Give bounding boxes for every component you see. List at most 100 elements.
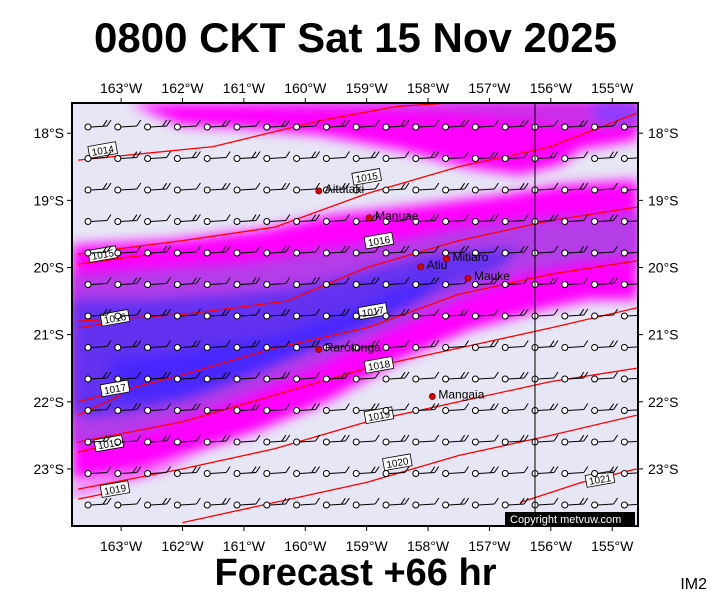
barb-station	[561, 375, 569, 383]
barb-station	[293, 281, 301, 288]
barb-station	[442, 186, 450, 194]
barb-flag	[493, 245, 499, 253]
barb-flag	[106, 182, 112, 190]
wind-barb	[322, 119, 350, 131]
lon-tick-bottom: 156°W	[530, 538, 573, 554]
barb-station	[471, 218, 479, 225]
wind-barb	[352, 497, 380, 509]
barb-station	[144, 501, 152, 509]
wind-barb	[501, 182, 529, 194]
barb-staff	[508, 472, 525, 474]
wind-barb	[203, 466, 231, 477]
barb-flag	[583, 371, 589, 379]
barb-staff	[388, 314, 406, 317]
town-label: Mitiaro	[452, 250, 488, 264]
barb-station	[501, 375, 509, 383]
barb-station	[144, 249, 152, 257]
barb-station	[352, 501, 360, 509]
barb-flag	[613, 403, 619, 410]
wind-barb	[203, 277, 231, 288]
wind-barb	[382, 214, 410, 225]
wind-barb	[412, 214, 440, 225]
town-marker	[428, 393, 436, 400]
barb-station	[471, 438, 479, 446]
isobar-label-box	[382, 453, 413, 472]
barb-flag	[643, 372, 647, 378]
barb-flag	[404, 340, 410, 347]
barb-station	[442, 218, 450, 225]
barb-staff	[210, 503, 227, 506]
isobar-line	[77, 260, 637, 403]
barb-flag	[430, 403, 436, 410]
barb-flag	[136, 340, 142, 347]
isobar-label-text: 1020	[386, 456, 410, 471]
wind-barb	[263, 245, 291, 257]
barb-flag	[523, 245, 529, 253]
wind-barb	[471, 434, 499, 446]
barb-staff	[90, 346, 108, 348]
barb-flag	[493, 466, 499, 473]
barb-flag	[344, 403, 350, 410]
wind-barb	[442, 466, 470, 477]
barb-staff	[537, 409, 555, 411]
barb-flag	[464, 245, 470, 253]
barb-flag	[225, 119, 231, 127]
wind-barb	[114, 434, 142, 446]
barb-flag	[519, 119, 525, 127]
barb-staff	[359, 314, 376, 317]
barb-flag	[285, 119, 291, 127]
barb-flag	[195, 403, 201, 410]
barb-flag	[583, 308, 589, 316]
wind-barb	[144, 308, 172, 320]
barb-flag	[132, 151, 138, 158]
barb-flag	[255, 119, 261, 127]
barb-staff	[418, 283, 435, 285]
barb-flag	[166, 245, 172, 253]
barb-staff	[478, 188, 495, 191]
barb-staff	[508, 251, 525, 254]
barb-staff	[448, 503, 465, 506]
lon-tick-top: 163°W	[100, 80, 143, 96]
barb-flag	[166, 340, 172, 347]
barb-flag	[195, 214, 201, 221]
barb-flag	[255, 245, 261, 253]
barb-flag	[400, 119, 406, 127]
barb-staff	[120, 283, 137, 285]
barb-station	[173, 375, 181, 383]
barb-flag	[136, 371, 142, 379]
wind-barb	[144, 340, 172, 351]
barb-staff	[120, 157, 137, 159]
wind-barb	[591, 466, 619, 477]
barb-staff	[597, 472, 614, 474]
barb-station	[84, 501, 92, 509]
barb-staff	[150, 251, 167, 254]
barb-flag	[404, 403, 410, 410]
wind-barb	[591, 434, 619, 446]
barb-flag	[404, 214, 410, 221]
barb-station	[84, 281, 92, 288]
wind-barb	[114, 371, 142, 383]
wind-barb	[591, 403, 619, 414]
wind-barb	[322, 497, 350, 509]
barb-staff	[359, 346, 376, 348]
barb-station	[352, 218, 360, 225]
barb-flag	[281, 308, 287, 316]
barb-flag	[102, 497, 108, 505]
barb-flag	[519, 371, 525, 379]
barb-station	[412, 123, 420, 131]
barb-staff	[567, 409, 584, 411]
barb-flag	[344, 340, 350, 347]
wind-barb	[561, 466, 589, 477]
barb-flag	[643, 341, 647, 347]
barb-station	[293, 501, 301, 509]
barb-flag	[311, 151, 317, 158]
wind-barb	[233, 371, 261, 383]
wind-barb	[501, 371, 529, 383]
barb-staff	[299, 251, 316, 254]
lon-tick-top: 156°W	[530, 80, 573, 96]
barb-station	[293, 312, 301, 320]
barb-flag	[460, 434, 466, 442]
barb-flag	[464, 497, 470, 505]
barb-flag	[430, 466, 436, 473]
wind-barb	[412, 308, 440, 320]
